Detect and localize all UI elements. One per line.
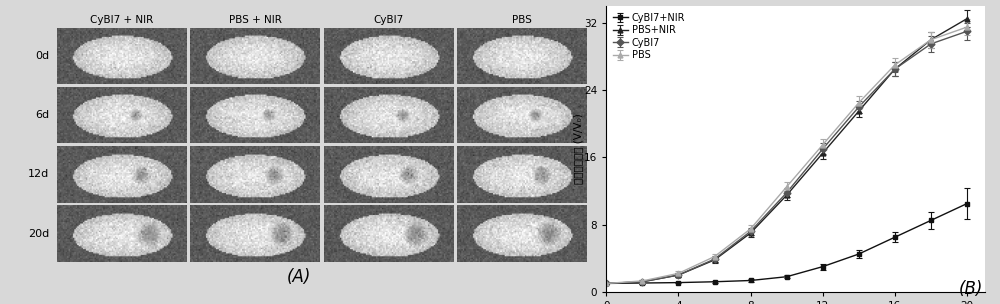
Text: (A): (A) xyxy=(286,268,311,286)
Legend: CyBI7+NIR, PBS+NIR, CyBI7, PBS: CyBI7+NIR, PBS+NIR, CyBI7, PBS xyxy=(611,11,687,62)
Text: 12d: 12d xyxy=(28,169,49,179)
Text: 6d: 6d xyxy=(35,110,49,120)
Text: 0d: 0d xyxy=(35,51,49,61)
Y-axis label: 相对肿瘤体积 (V/V₀): 相对肿瘤体积 (V/V₀) xyxy=(573,114,583,184)
Text: CyBI7: CyBI7 xyxy=(374,15,404,25)
Text: CyBI7 + NIR: CyBI7 + NIR xyxy=(90,15,153,25)
Text: (B): (B) xyxy=(959,280,983,298)
Text: PBS: PBS xyxy=(512,15,532,25)
Text: 20d: 20d xyxy=(28,229,49,239)
Text: PBS + NIR: PBS + NIR xyxy=(229,15,282,25)
